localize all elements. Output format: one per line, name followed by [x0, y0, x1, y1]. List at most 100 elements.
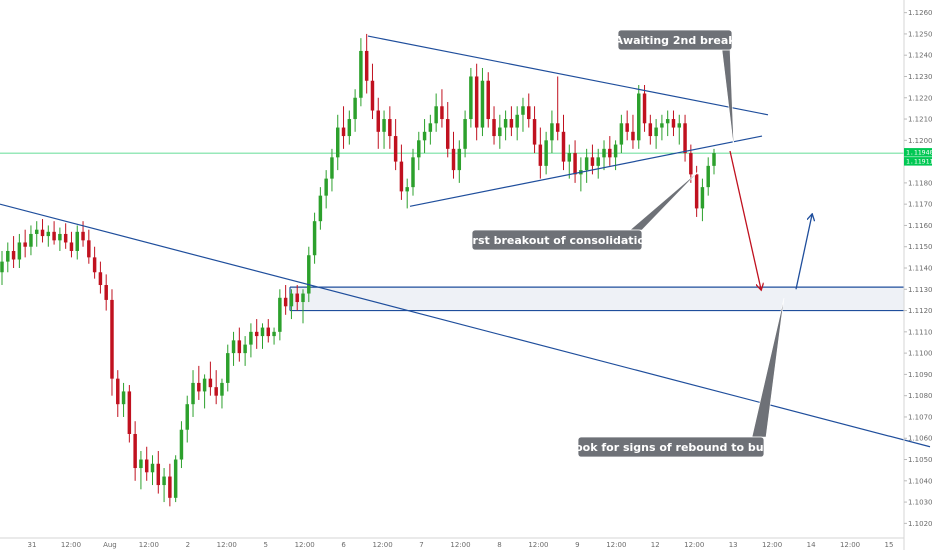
candle-down — [451, 148, 456, 171]
candle-down — [440, 106, 444, 120]
y-tick-label: 1.10200 — [908, 520, 932, 528]
candle-up — [706, 165, 710, 188]
candle-down — [133, 433, 137, 469]
candle-down — [683, 123, 687, 154]
callout-pointer — [629, 169, 701, 231]
callout-text: First breakout of consolidation — [461, 234, 652, 247]
candle-down — [11, 250, 16, 260]
candle-down — [52, 231, 56, 241]
trendline-2 — [367, 35, 769, 116]
x-tick-label: 5 — [263, 541, 267, 549]
candle-up — [347, 119, 352, 137]
y-tick-label: 1.12500 — [908, 30, 932, 38]
y-tick-label: 1.10900 — [908, 371, 932, 379]
x-tick-label: 12:00 — [139, 541, 159, 549]
candle-down — [590, 157, 595, 166]
candle-down — [492, 119, 496, 137]
trendline-1 — [0, 203, 931, 448]
y-tick-label: 1.12100 — [908, 116, 932, 124]
candle-up — [428, 123, 433, 132]
candle-down — [116, 378, 120, 405]
current-price-tag — [904, 157, 932, 166]
candle-down — [214, 387, 218, 396]
x-tick-label: 12:00 — [528, 541, 548, 549]
y-tick-label: 1.11700 — [908, 201, 932, 209]
candle-down — [81, 231, 85, 241]
x-tick-label: 6 — [341, 541, 346, 549]
candle-up — [17, 242, 22, 260]
candle-up — [185, 404, 189, 430]
x-tick-label: 9 — [575, 541, 579, 549]
candle-up — [637, 93, 641, 141]
candle-up — [457, 148, 462, 171]
candle-down — [532, 119, 537, 145]
candle-up — [139, 459, 143, 469]
candle-down — [197, 382, 201, 392]
candle-down — [110, 299, 114, 379]
y-tick-label: 1.10600 — [908, 435, 932, 443]
y-tick-label: 1.11800 — [908, 179, 932, 187]
candle-down — [254, 331, 259, 337]
candle-down — [156, 463, 161, 486]
callout-box — [577, 436, 765, 458]
candle-up — [411, 157, 415, 188]
candle-down — [527, 106, 531, 120]
callout-3: Look for signs of rebound to buy. — [568, 297, 785, 458]
candle-up — [613, 144, 618, 158]
candle-up — [34, 229, 39, 234]
candle-down — [168, 476, 172, 498]
x-tick-label: 13 — [729, 541, 738, 549]
candle-up — [584, 157, 589, 171]
callout-pointer — [721, 49, 735, 151]
candle-down — [364, 50, 369, 81]
y-tick-label: 1.11200 — [908, 307, 932, 315]
candle-up — [498, 127, 502, 137]
candle-up — [654, 127, 658, 137]
annotations: Awaiting 2nd break First breakout of cons… — [461, 29, 785, 458]
candle-down — [625, 123, 629, 132]
candle-down — [561, 131, 566, 162]
callout-box — [471, 229, 643, 251]
x-tick-label: 12:00 — [606, 541, 626, 549]
y-tick-label: 1.10400 — [908, 477, 932, 485]
candle-up — [202, 378, 207, 392]
x-tick-label: Aug — [103, 541, 117, 549]
candle-up — [359, 50, 363, 98]
candle-up — [515, 114, 519, 128]
candle-up — [677, 123, 682, 128]
x-tick-label: 12:00 — [840, 541, 860, 549]
candle-up — [469, 76, 473, 120]
x-tick-label: 12:00 — [372, 541, 392, 549]
candle-up — [336, 127, 340, 158]
x-tick-label: 2 — [186, 541, 190, 549]
candle-up — [243, 344, 247, 354]
x-tick-label: 14 — [807, 541, 816, 549]
x-tick-label: 12:00 — [295, 541, 315, 549]
candle-up — [602, 148, 606, 158]
candle-down — [295, 293, 299, 303]
candle-up — [289, 293, 294, 307]
x-tick-label: 7 — [419, 541, 423, 549]
candle-up — [162, 476, 166, 486]
trendline-3 — [409, 135, 763, 207]
current-price-label: 1.11940 — [906, 149, 932, 157]
candle-up — [382, 119, 386, 132]
candle-up — [121, 391, 126, 405]
candle-down — [538, 144, 543, 166]
y-tick-label: 1.11100 — [908, 328, 932, 336]
candle-up — [29, 233, 33, 247]
x-tick-label: 15 — [885, 541, 894, 549]
current-price-label: 1.11911 — [906, 158, 932, 166]
candle-up — [353, 97, 357, 120]
candle-up — [712, 153, 716, 166]
x-tick-label: 31 — [28, 541, 37, 549]
callout-text: Look for signs of rebound to buy. — [568, 441, 774, 454]
candle-down — [631, 131, 635, 141]
candle-up — [260, 327, 265, 337]
candle-up — [278, 297, 282, 332]
candle-up — [220, 382, 224, 396]
y-tick-label: 1.11500 — [908, 243, 932, 251]
candle-down — [237, 340, 242, 354]
